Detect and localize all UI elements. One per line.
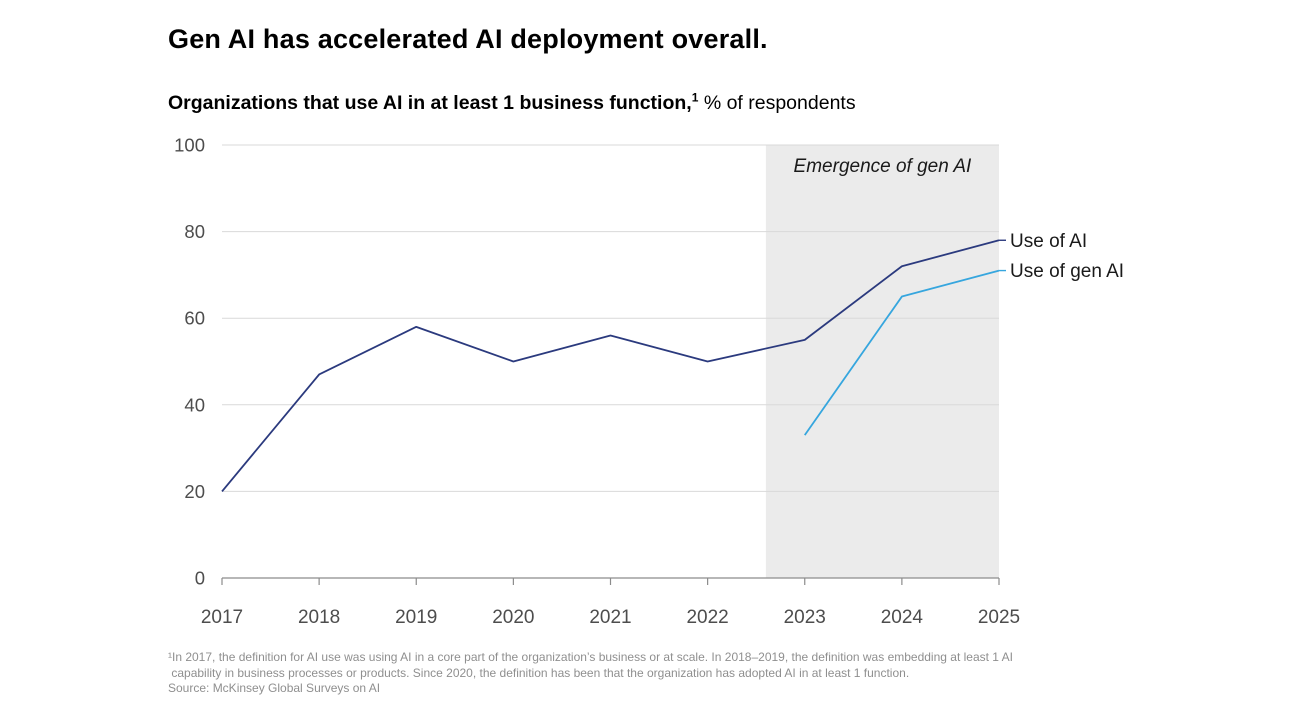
source-line: Source: McKinsey Global Surveys on AI	[168, 681, 381, 695]
subtitle-bold-text: Organizations that use AI in at least 1 …	[168, 92, 692, 114]
series-label-use-of-gen-ai: Use of gen AI	[1010, 261, 1124, 282]
x-tick-label: 2017	[201, 607, 243, 628]
x-tick-label: 2020	[492, 607, 534, 628]
y-tick-label: 80	[184, 221, 205, 242]
y-tick-label: 60	[184, 308, 205, 329]
series-line-use-of-gen-ai	[804, 269, 1000, 436]
series-label-use-of-ai: Use of AI	[1010, 231, 1087, 252]
footnote: ¹In 2017, the definition for AI use was …	[168, 650, 1013, 697]
y-tick-label: 20	[184, 481, 205, 502]
x-tick-label: 2025	[978, 607, 1020, 628]
chart-subtitle: Organizations that use AI in at least 1 …	[168, 92, 856, 115]
x-tick-label: 2024	[881, 607, 924, 628]
chart-title: Gen AI has accelerated AI deployment ove…	[168, 24, 768, 54]
x-tick-label: 2019	[395, 607, 437, 628]
annotation-label: Emergence of gen AI	[794, 156, 973, 177]
emergence-region	[765, 145, 999, 578]
footnote-line-1: ¹In 2017, the definition for AI use was …	[168, 650, 1013, 664]
subtitle-footnote-marker: 1	[691, 90, 699, 105]
footnote-line-2: capability in business processes or prod…	[168, 665, 910, 680]
subtitle-units-text: % of respondents	[703, 92, 856, 114]
x-tick-label: 2022	[686, 607, 728, 628]
y-tick-label: 0	[195, 568, 205, 589]
x-tick-label: 2018	[298, 607, 340, 628]
x-tick-label: 2023	[784, 607, 826, 628]
x-tick-label: 2021	[589, 607, 631, 628]
series-line-use-of-ai	[221, 239, 1000, 492]
y-tick-label: 100	[174, 135, 205, 156]
y-tick-label: 40	[184, 394, 205, 415]
